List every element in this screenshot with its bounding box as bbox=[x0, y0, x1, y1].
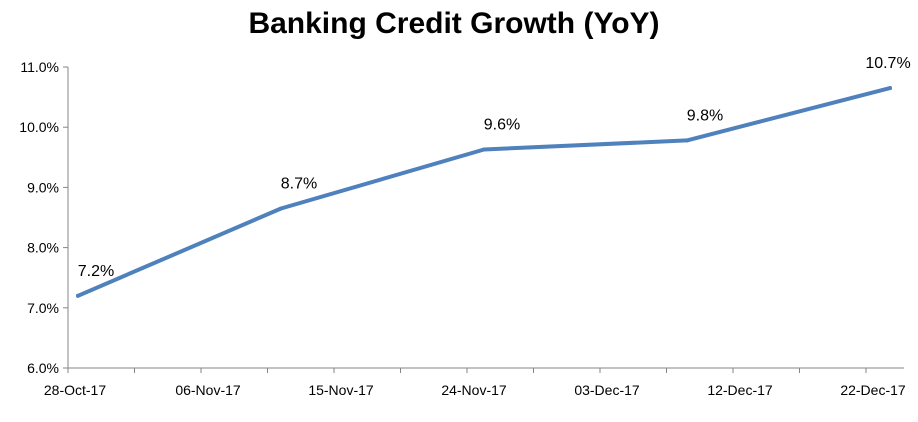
x-tick-label: 24-Nov-17 bbox=[441, 382, 507, 398]
series-layer bbox=[76, 86, 892, 298]
y-tick-label: 10.0% bbox=[19, 119, 59, 135]
data-label: 7.2% bbox=[78, 263, 114, 280]
y-tick-label: 6.0% bbox=[27, 360, 59, 376]
data-point bbox=[76, 293, 80, 298]
y-tick-label: 8.0% bbox=[27, 240, 59, 256]
y-tick-label: 7.0% bbox=[27, 300, 59, 316]
data-point bbox=[685, 138, 689, 143]
data-label: 9.8% bbox=[687, 107, 723, 124]
y-tick-label: 11.0% bbox=[20, 59, 59, 75]
y-axis: 6.0% 7.0% 8.0% 9.0% 10.0% 11.0% bbox=[19, 59, 69, 376]
x-tick-label: 22-Dec-17 bbox=[840, 382, 906, 398]
y-tick-label: 9.0% bbox=[27, 179, 59, 195]
data-point bbox=[482, 147, 486, 152]
chart-title: Banking Credit Growth (YoY) bbox=[248, 7, 659, 40]
data-label: 8.7% bbox=[281, 175, 317, 192]
x-axis: 28-Oct-17 06-Nov-17 15-Nov-17 24-Nov-17 03-D… bbox=[44, 367, 906, 398]
x-tick-label: 03-Dec-17 bbox=[574, 382, 640, 398]
data-label: 10.7% bbox=[865, 55, 910, 72]
x-tick-label: 28-Oct-17 bbox=[44, 382, 106, 398]
x-tick-label: 12-Dec-17 bbox=[707, 382, 773, 398]
data-point bbox=[888, 86, 892, 91]
x-tick-label: 15-Nov-17 bbox=[308, 382, 374, 398]
x-tick-label: 06-Nov-17 bbox=[175, 382, 241, 398]
data-label-layer: 7.2% 8.7% 9.6% 9.8% 10.7% bbox=[78, 55, 911, 280]
data-point bbox=[279, 206, 283, 211]
data-label: 9.6% bbox=[484, 116, 520, 133]
